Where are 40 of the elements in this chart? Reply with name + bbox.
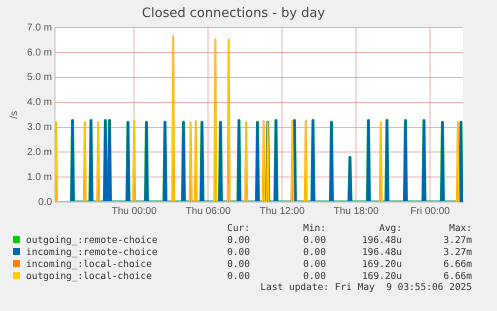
y-tick-label: 6.0 m bbox=[26, 47, 52, 58]
text: 0.00 bbox=[226, 258, 250, 270]
text: Avg: bbox=[378, 222, 402, 234]
x-tick-label: Thu 12:00 bbox=[260, 206, 306, 217]
text: 0.00 bbox=[226, 270, 250, 282]
x-tick-label: Thu 06:00 bbox=[186, 206, 232, 217]
y-tick-label: 5.0 m bbox=[26, 72, 52, 84]
text: 3.27m bbox=[442, 246, 472, 258]
text: 0.00 bbox=[302, 258, 326, 270]
y-tick-label: 3.0 m bbox=[26, 122, 52, 134]
legend-label: outgoing_:local-choice bbox=[26, 270, 152, 282]
y-tick-label: 0.0 bbox=[38, 196, 52, 208]
text: 6.66m bbox=[442, 270, 472, 282]
text: 169.20u bbox=[360, 258, 402, 270]
y-tick-label: 4.0 m bbox=[26, 97, 52, 108]
text: 6.66m bbox=[442, 258, 472, 270]
text: 3.27m bbox=[442, 234, 472, 246]
text: 0.00 bbox=[302, 246, 326, 258]
text: Cur: bbox=[226, 222, 250, 234]
text: Max: bbox=[448, 222, 472, 234]
text: Min: bbox=[302, 222, 326, 234]
text: 0.00 bbox=[302, 234, 326, 246]
text: 0.00 bbox=[226, 234, 250, 246]
text: 0.00 bbox=[226, 246, 250, 258]
y-tick-label: 1.0 m bbox=[26, 172, 52, 183]
legend-label: incoming_:remote-choice bbox=[26, 246, 158, 258]
chart-title: Closed connections - by day bbox=[142, 6, 326, 22]
y-tick-label: 7.0 m bbox=[26, 22, 52, 34]
x-tick-label: Thu 00:00 bbox=[112, 206, 158, 217]
text: 196.48u bbox=[360, 246, 402, 258]
x-tick-label: Fri 00:00 bbox=[410, 206, 450, 217]
text: 196.48u bbox=[360, 234, 402, 246]
legend-label: outgoing_:remote-choice bbox=[26, 234, 158, 246]
legend-label: incoming_:local-choice bbox=[26, 258, 152, 270]
text: 0.00 bbox=[302, 270, 326, 282]
y-axis-title: /s bbox=[8, 110, 20, 119]
x-tick-label: Thu 18:00 bbox=[334, 206, 380, 217]
text: 169.20u bbox=[360, 270, 402, 282]
text: Last update: Fri May 9 03:55:06 2025 bbox=[259, 282, 472, 293]
y-tick-label: 2.0 m bbox=[26, 146, 52, 158]
